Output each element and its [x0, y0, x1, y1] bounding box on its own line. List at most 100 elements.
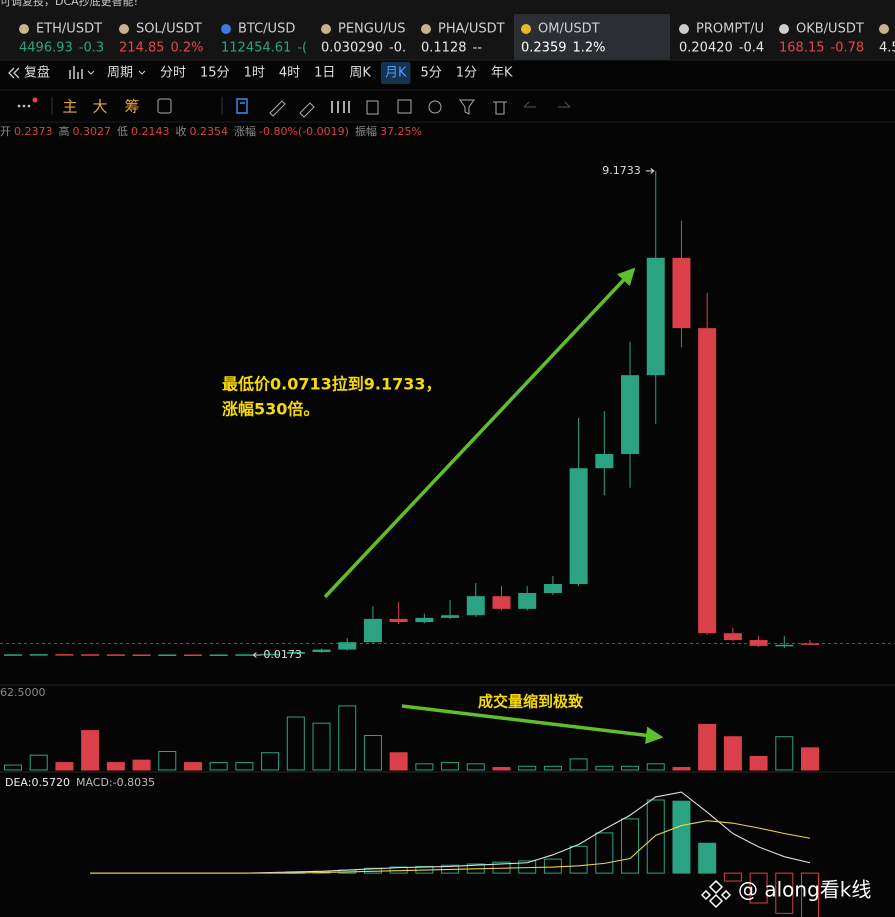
- volume-bar: [81, 730, 100, 771]
- volume-bar: [801, 747, 820, 771]
- tool-icon[interactable]: [299, 102, 315, 118]
- volume-bar: [672, 767, 691, 771]
- candle-body: [4, 654, 22, 656]
- tab[interactable]: OM/USDT 0.2359 1.2%: [514, 14, 670, 60]
- tool-icon[interactable]: [236, 98, 248, 114]
- candle-body: [183, 654, 202, 656]
- tool-icon[interactable]: [331, 101, 350, 113]
- replay-button[interactable]: 复盘: [24, 65, 50, 81]
- macd-panel: DEA:0.5720 MACD:-0.8035: [5, 776, 820, 917]
- tab[interactable]: OKB/USDT 168.15 -0.78: [779, 22, 864, 56]
- volume-bar: [441, 762, 460, 771]
- interval-button[interactable]: 月K: [385, 66, 407, 81]
- coin-icon: [119, 24, 129, 34]
- tool-icon[interactable]: [269, 100, 286, 117]
- interval-button[interactable]: 年K: [491, 66, 513, 81]
- tab-symbol: OKB/USDT: [796, 22, 864, 37]
- volume-bar: [543, 765, 562, 771]
- volume-bar: [158, 751, 177, 771]
- high-pointer: [645, 168, 655, 174]
- readout-value: 0.2143: [131, 125, 170, 138]
- tool-icon[interactable]: [459, 99, 475, 115]
- tab[interactable]: PHA/USDT 0.1128 --: [421, 22, 505, 56]
- tab-price: 0.030290: [321, 41, 383, 56]
- tab[interactable]: PENGU/US 0.030290 -0.: [321, 22, 406, 56]
- tool-icon[interactable]: [493, 101, 507, 115]
- volume-bar: [209, 762, 228, 771]
- tab[interactable]: BTC/USD 112454.61 -(: [221, 22, 307, 56]
- tab-price: 168.15: [779, 41, 825, 56]
- dropdown-icon: [87, 70, 95, 75]
- candle-body: [209, 654, 228, 656]
- volume-bar: [749, 755, 768, 771]
- indicator-button[interactable]: 筹: [124, 98, 139, 116]
- indicator-button[interactable]: 主: [62, 98, 77, 116]
- coin-icon: [879, 24, 889, 34]
- tool-icon[interactable]: [366, 100, 379, 115]
- tool-icon[interactable]: [397, 99, 412, 114]
- candlestick-panel: 9.1733 0.0173 最低价0.0713拉到9.1733， 涨幅530倍。: [0, 164, 895, 661]
- candle-body: [158, 654, 177, 656]
- tab[interactable]: PROMPT/U 0.20420 -0.4: [679, 22, 764, 56]
- banner: 可调复投，DCA抄底更智能!: [0, 0, 138, 8]
- tab[interactable]: ETH/USDT 4496.93 -0.3: [19, 22, 104, 56]
- volume-bar: [698, 723, 717, 771]
- annotation: 最低价0.0713拉到9.1733，: [222, 375, 442, 394]
- interval-button[interactable]: 4时: [279, 66, 300, 81]
- volume-bar: [389, 752, 408, 771]
- interval-button[interactable]: 15分: [200, 66, 230, 81]
- volume-bar: [492, 767, 511, 771]
- macd-plot: [90, 791, 820, 917]
- interval-button[interactable]: 周K: [349, 66, 371, 81]
- interval-button[interactable]: 1分: [456, 66, 477, 81]
- volume-bar: [415, 763, 434, 771]
- tab-change: -0.: [389, 41, 406, 56]
- interval-button[interactable]: 5分: [420, 66, 441, 81]
- volume-bar: [132, 759, 151, 771]
- tab-change: -(: [297, 41, 307, 56]
- tab-change: 0.2%: [171, 41, 204, 56]
- interval-button[interactable]: 1日: [314, 66, 335, 81]
- tab-change: -0.4: [739, 41, 764, 56]
- chart-type-icon: [69, 66, 83, 79]
- interval-button[interactable]: 分时: [160, 66, 186, 81]
- notice-dot: [32, 97, 38, 103]
- volume-bar: [4, 764, 22, 771]
- tab[interactable]: SOL/USDT 214.85 0.2%: [119, 22, 204, 56]
- period-button[interactable]: 周期: [107, 66, 133, 81]
- candle-body: [621, 375, 640, 454]
- indicator-button[interactable]: 大: [92, 98, 107, 116]
- interval-button[interactable]: 1时: [244, 66, 265, 81]
- annotation: 成交量缩到极致: [478, 693, 584, 711]
- candle-body: [29, 654, 48, 656]
- candle-body: [543, 584, 562, 594]
- candle-body: [338, 642, 357, 650]
- coin-icon: [19, 24, 29, 34]
- readout-value: 0.2373: [14, 125, 53, 138]
- candle-body: [261, 653, 280, 656]
- candle-body: [518, 593, 537, 609]
- candle-body: [492, 596, 511, 609]
- coin-icon: [679, 24, 689, 34]
- tool-icon[interactable]: [428, 100, 442, 114]
- macd-bar: [672, 800, 691, 874]
- tab-price: 214.85: [119, 41, 165, 56]
- tab[interactable]: 4.5: [879, 24, 895, 56]
- tab-symbol: BTC/USD: [238, 22, 295, 37]
- high-label: 9.1733: [602, 164, 641, 177]
- tool-icon[interactable]: [157, 98, 172, 114]
- undo-icon[interactable]: [523, 101, 536, 108]
- macd-bar: [698, 842, 717, 874]
- coin-icon: [779, 24, 789, 34]
- volume-bar: [235, 762, 254, 771]
- redo-icon[interactable]: [558, 101, 571, 108]
- volume-bar: [363, 735, 382, 771]
- tab-change: -0.3: [79, 41, 104, 56]
- macd-bar: [749, 872, 768, 904]
- candle-body: [672, 257, 691, 329]
- macd-bar: [621, 818, 640, 874]
- annotation-arrow: [401, 704, 664, 745]
- tabs: ETH/USDT 4496.93 -0.3 SOL/USDT 214.85 0.2% BTC…: [19, 14, 895, 60]
- candle-body: [646, 257, 665, 376]
